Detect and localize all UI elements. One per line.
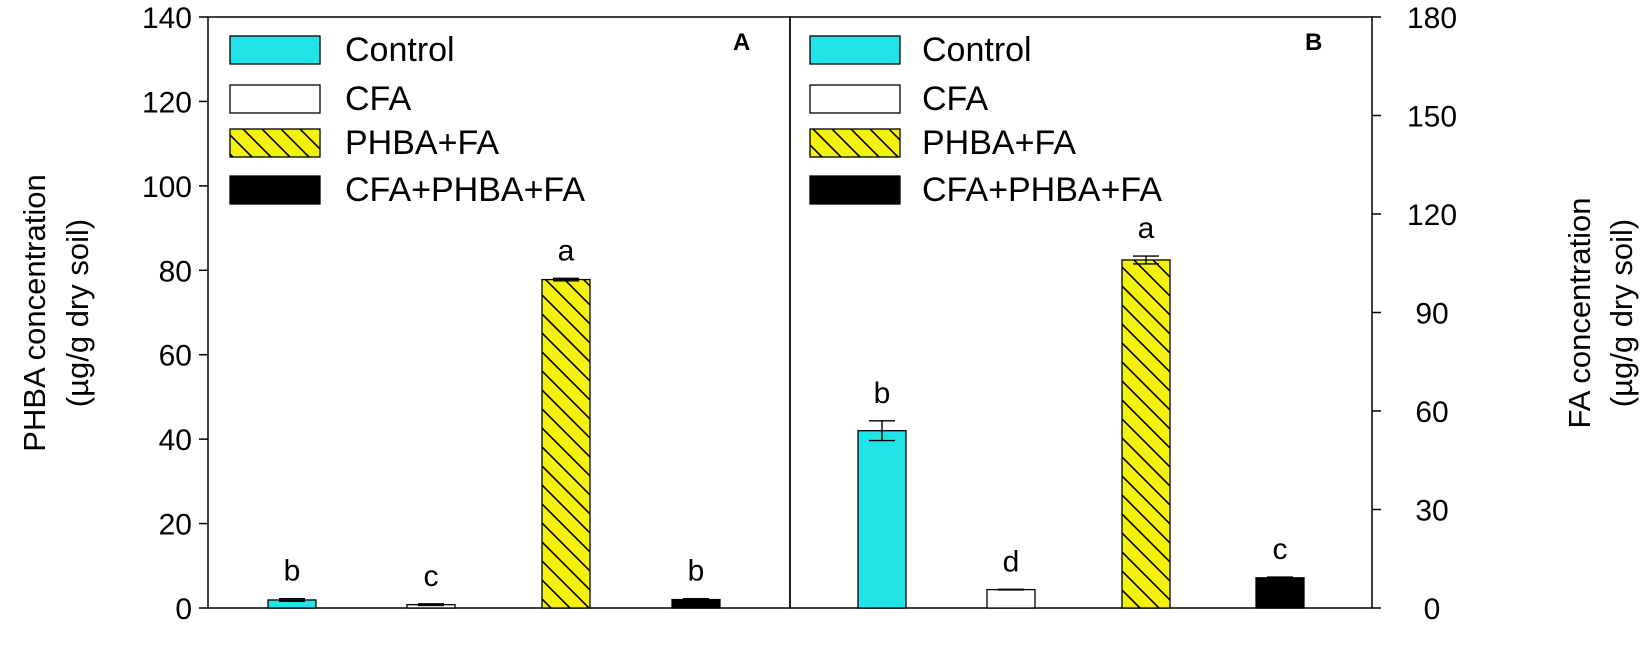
- y-tick-label: 100: [142, 171, 192, 204]
- y-tick-label: 120: [1407, 199, 1457, 232]
- significance-label: c: [1273, 533, 1288, 566]
- bar-phba_fa: [541, 278, 591, 609]
- legend-swatch-cfa: [229, 84, 321, 114]
- y-tick-label: 150: [1407, 101, 1457, 134]
- y-tick-label: 140: [142, 2, 192, 35]
- panel-b-label: B: [1305, 29, 1322, 56]
- panel-b-ylabel-line2: (µg/g dry soil): [1604, 219, 1639, 407]
- y-tick-label: 30: [1415, 495, 1448, 528]
- panel-a-ylabel-line2: (µg/g dry soil): [60, 219, 95, 407]
- significance-label: b: [688, 555, 705, 588]
- legend-label-cfa_phba_fa: CFA+PHBA+FA: [345, 171, 585, 209]
- panel-a-legend: Control CFA PHBA+FA CFA+PHBA+FA: [229, 31, 585, 209]
- legend-swatch-cfa_phba_fa: [809, 175, 901, 205]
- legend-label-phba_fa: PHBA+FA: [345, 124, 499, 162]
- y-tick-label: 0: [175, 593, 192, 626]
- significance-label: b: [284, 555, 301, 588]
- legend-label-cfa_phba_fa: CFA+PHBA+FA: [922, 171, 1162, 209]
- y-tick-label: 20: [159, 509, 192, 542]
- panel-a: 0 20 40 60 80 100 120 140 b c a b Control CFA PHBA+F…: [17, 2, 791, 626]
- panel-b-ylabel-line1: FA concentration: [1562, 198, 1597, 429]
- significance-label: d: [1003, 545, 1020, 578]
- legend-swatch-cfa: [809, 84, 901, 114]
- y-tick-label: 80: [159, 255, 192, 288]
- y-tick-label: 120: [142, 86, 192, 119]
- legend-swatch-control: [229, 35, 321, 65]
- y-tick-label: 60: [1415, 396, 1448, 429]
- panel-a-axes: 0 20 40 60 80 100 120 140: [142, 2, 791, 626]
- significance-label: b: [874, 377, 891, 410]
- y-tick-label: 90: [1415, 298, 1448, 331]
- y-tick-label: 0: [1424, 593, 1441, 626]
- legend-label-cfa: CFA: [345, 80, 411, 118]
- bar-phba_fa: [1121, 259, 1171, 609]
- legend-swatch-control: [809, 35, 901, 65]
- significance-label: c: [424, 560, 439, 593]
- legend-label-cfa: CFA: [922, 80, 988, 118]
- legend-swatch-phba_fa: [809, 128, 901, 158]
- panel-b-legend: Control CFA PHBA+FA CFA+PHBA+FA: [809, 31, 1162, 209]
- panel-a-bars: b c a b: [267, 234, 721, 609]
- panel-b-bars: b d a c: [857, 212, 1305, 609]
- significance-label: a: [558, 234, 575, 267]
- legend-swatch-phba_fa: [229, 128, 321, 158]
- panel-b-axes: 0 30 60 90 120 150 180: [789, 2, 1457, 626]
- y-tick-label: 180: [1407, 2, 1457, 35]
- y-tick-label: 40: [159, 424, 192, 457]
- panel-a-ylabel-line1: PHBA concentration: [17, 174, 52, 451]
- bar-cfa: [986, 588, 1036, 609]
- bar-control: [857, 430, 907, 609]
- panel-a-label: A: [733, 29, 750, 56]
- y-tick-label: 60: [159, 340, 192, 373]
- legend-label-phba_fa: PHBA+FA: [922, 124, 1076, 162]
- legend-label-control: Control: [345, 31, 455, 69]
- bar-cfa_phba_fa: [1255, 577, 1305, 609]
- significance-label: a: [1138, 212, 1155, 245]
- legend-swatch-cfa_phba_fa: [229, 175, 321, 205]
- legend-label-control: Control: [922, 31, 1032, 69]
